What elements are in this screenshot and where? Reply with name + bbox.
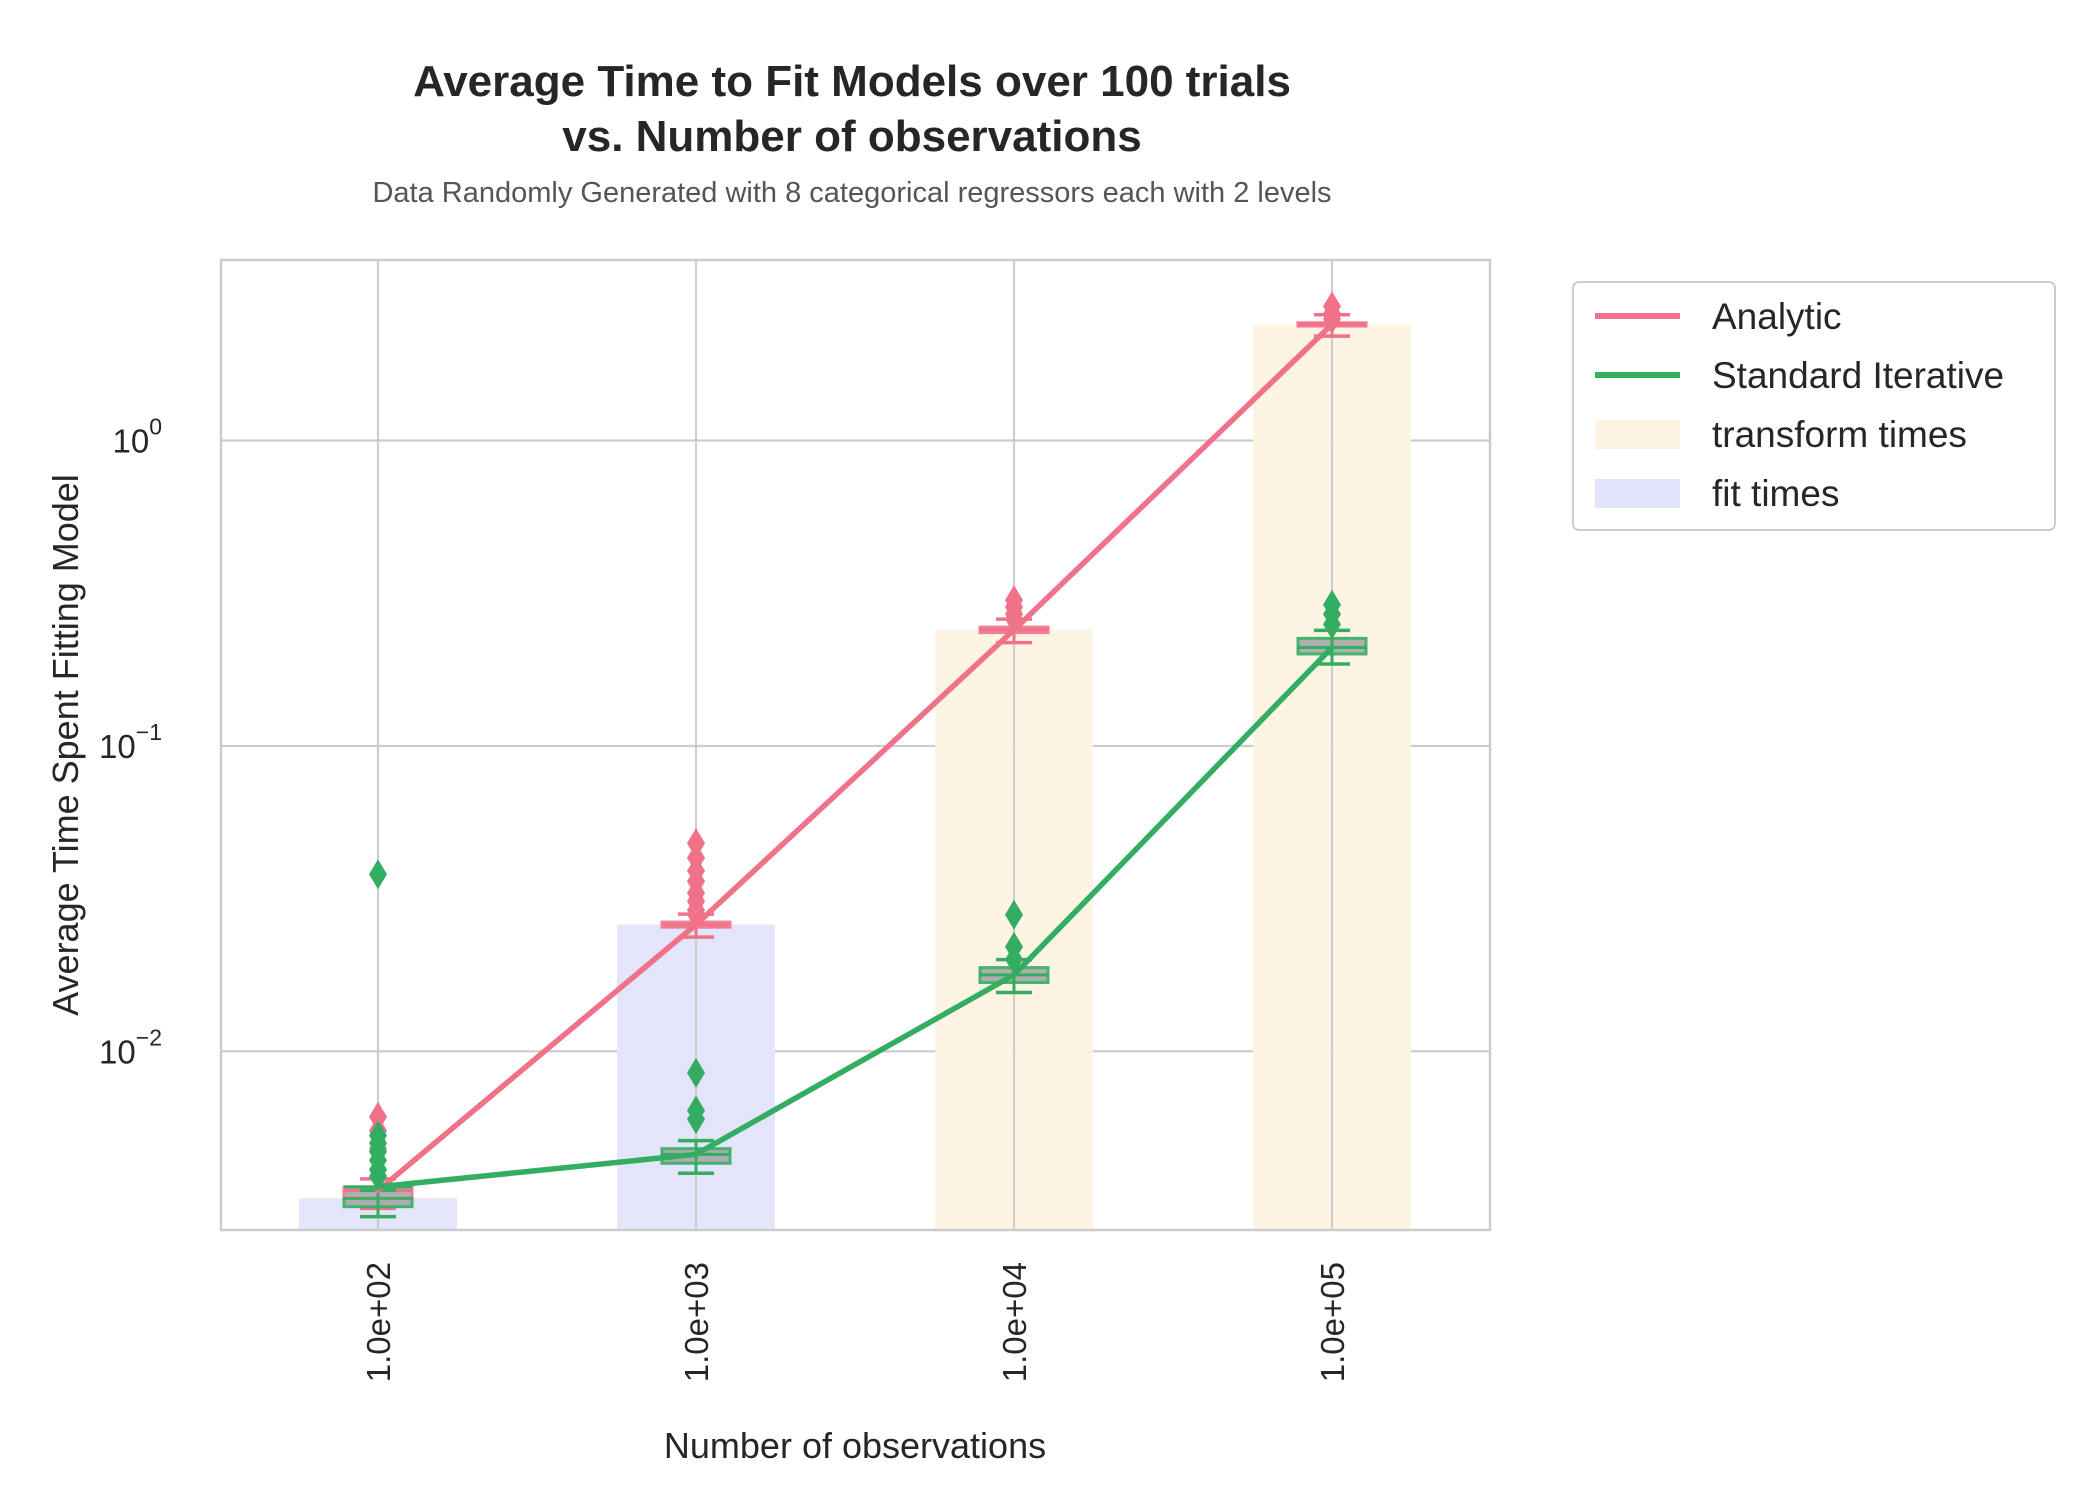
plot-frame — [219, 258, 1492, 1232]
x-axis-label: Number of observations — [664, 1425, 1046, 1466]
legend-label-transform-times: transform times — [1712, 414, 1967, 455]
x-tick-label: 1.0e+02 — [360, 1262, 397, 1382]
box-layer — [342, 312, 1368, 1219]
analytic-outlier — [1323, 303, 1341, 334]
standard-iterative-outlier — [1323, 609, 1341, 640]
standard-iterative-outlier — [687, 1057, 705, 1088]
legend-swatch-fit-times — [1595, 479, 1680, 508]
x-tick-label: 1.0e+04 — [996, 1262, 1033, 1382]
y-tick-exponent: −2 — [136, 1024, 162, 1050]
y-tick-exponent: −1 — [136, 719, 162, 745]
y-tick-base: 10 — [99, 728, 136, 765]
y-axis-label: Average Time Spent Fitting Model — [45, 474, 86, 1016]
y-tick-label: 10−1 — [99, 719, 162, 765]
analytic-outlier — [687, 899, 705, 930]
legend-swatch-transform-times — [1595, 420, 1680, 449]
standard-iterative-outlier — [369, 859, 387, 890]
analytic-outlier — [1005, 604, 1023, 635]
outlier-layer — [369, 291, 1341, 1192]
standard-iterative-outlier — [1005, 944, 1023, 975]
x-tick-label: 1.0e+05 — [1314, 1262, 1351, 1382]
y-tick-exponent: 0 — [149, 414, 162, 440]
legend-frame — [1572, 281, 2056, 531]
y-tick-base: 10 — [112, 423, 149, 460]
x-tick-label: 1.0e+03 — [678, 1262, 715, 1382]
standard-iterative-outlier — [687, 1104, 705, 1135]
standard-iterative-outlier — [1005, 899, 1023, 930]
legend-label-fit-times: fit times — [1712, 473, 1839, 514]
y-tick-label: 100 — [112, 414, 162, 460]
x-tick-labels: 1.0e+02 1.0e+03 1.0e+04 1.0e+05 — [360, 1262, 1351, 1382]
chart-title-line1: Average Time to Fit Models over 100 tria… — [413, 57, 1291, 106]
y-tick-label: 10−2 — [99, 1024, 162, 1070]
legend-label-standard-iterative: Standard Iterative — [1712, 355, 2004, 396]
chart-title-line2: vs. Number of observations — [562, 112, 1141, 161]
line-layer — [375, 321, 1335, 1194]
analytic-line — [375, 321, 1335, 1194]
chart-subtitle: Data Randomly Generated with 8 categoric… — [372, 177, 1331, 209]
legend-label-analytic: Analytic — [1712, 296, 1842, 337]
legend: Analytic Standard Iterative transform time… — [1572, 281, 2056, 531]
y-tick-base: 10 — [99, 1033, 136, 1070]
standard-iterative-line — [375, 644, 1335, 1190]
standard-iterative-outlier — [369, 1161, 387, 1192]
